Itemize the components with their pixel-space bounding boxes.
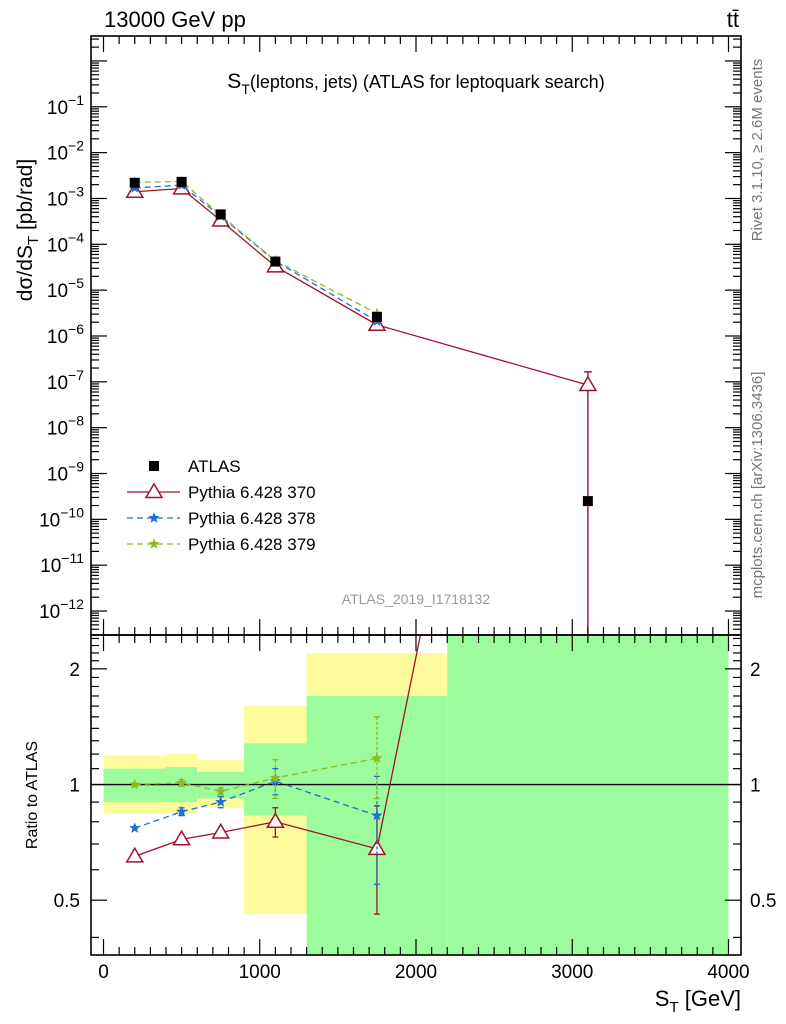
legend-marker <box>148 538 160 549</box>
y-axis-label-bottom: Ratio to ATLAS <box>24 741 41 849</box>
x-tick-label: 0 <box>98 962 109 983</box>
y-tick-label-bottom-right: 1 <box>750 776 761 797</box>
y-tick-label-bottom-right: 0.5 <box>750 891 776 912</box>
y-tick-label-top: 10−8 <box>47 413 84 440</box>
legend-marker <box>149 461 159 471</box>
series-layer <box>125 175 598 635</box>
y-axis-label-top: dσ/dST [pb/rad] <box>14 159 42 301</box>
ratio-point <box>176 805 188 817</box>
legend: ATLAS Pythia 6.428 370 Pythia 6.428 378 Pyt… <box>127 457 316 554</box>
ratio-point <box>371 752 383 764</box>
side-label-rivet: Rivet 3.1.10, ≥ 2.6M events <box>749 59 766 242</box>
ratio-point <box>129 822 141 833</box>
y-tick-label-top: 10−6 <box>47 321 84 348</box>
ratio-point <box>215 796 227 807</box>
y-tick-label-bottom: 2 <box>69 660 80 681</box>
ratio-point <box>215 785 227 797</box>
data-point <box>215 209 226 220</box>
series-line <box>134 184 378 322</box>
ratio-line <box>134 780 378 829</box>
header-process-label: tt̄ <box>727 7 739 32</box>
y-tick-label-top: 10−11 <box>40 550 84 577</box>
ratio-bands <box>103 635 729 955</box>
analysis-watermark: ATLAS_2019_I1718132 <box>342 591 491 607</box>
ratio-series-layer <box>125 635 422 915</box>
stat-uncertainty-band <box>447 635 729 955</box>
x-tick-label: 1000 <box>239 962 281 983</box>
data-point <box>582 496 593 507</box>
y-tick-label-bottom-right: 2 <box>750 660 761 681</box>
ratio-point <box>371 809 383 821</box>
ratio-point <box>172 829 191 846</box>
ratio-point <box>125 846 145 863</box>
ratio-point <box>211 822 230 839</box>
ratio-point <box>129 778 141 790</box>
ratio-line <box>134 635 422 858</box>
legend-label: Pythia 6.428 378 <box>188 509 316 528</box>
data-layer <box>129 176 593 507</box>
ratio-point <box>269 772 281 783</box>
series-line <box>134 180 378 315</box>
side-label-mcplots: mcplots.cern.ch [arXiv:1306.3436] <box>749 372 766 599</box>
y-tick-label-top: 10−12 <box>39 596 84 623</box>
ratio-point <box>176 777 188 788</box>
legend-label: Pythia 6.428 379 <box>188 535 316 554</box>
y-tick-label-bottom: 0.5 <box>54 891 80 912</box>
y-tick-label-top: 10−2 <box>47 138 84 165</box>
data-point <box>129 177 140 188</box>
axis-ticks <box>91 36 741 955</box>
tick-labels: 0 1000 2000 3000 4000 10−1 10−2 10−3 10−4 10−5 10−… <box>39 92 776 983</box>
series-line <box>134 187 589 386</box>
y-tick-label-top: 10−7 <box>47 367 84 394</box>
legend-label: ATLAS <box>188 457 241 476</box>
y-tick-label-top: 10−10 <box>39 504 84 531</box>
x-tick-label: 3000 <box>551 962 593 983</box>
header-energy-label: 13000 GeV pp <box>104 7 246 32</box>
series-point <box>578 375 598 392</box>
x-axis-label: ST [GeV] <box>655 986 741 1016</box>
data-point <box>176 176 187 187</box>
x-tick-label: 4000 <box>707 962 749 983</box>
x-tick-label: 2000 <box>395 962 437 983</box>
data-point <box>270 256 281 267</box>
y-tick-label-top: 10−4 <box>47 229 84 256</box>
data-point <box>371 311 382 322</box>
y-tick-label-top: 10−3 <box>47 183 84 210</box>
y-tick-label-top: 10−9 <box>47 459 84 486</box>
y-tick-label-bottom: 1 <box>69 776 80 797</box>
ratio-point <box>266 812 285 828</box>
y-tick-label-top: 10−1 <box>47 92 84 119</box>
legend-label: Pythia 6.428 370 <box>188 483 316 502</box>
legend-marker <box>144 482 164 499</box>
legend-marker <box>148 512 160 523</box>
y-tick-label-top: 10−5 <box>47 275 84 302</box>
ratio-line <box>134 757 378 793</box>
plot-title: ST(leptons, jets) (ATLAS for leptoquark … <box>227 70 604 97</box>
